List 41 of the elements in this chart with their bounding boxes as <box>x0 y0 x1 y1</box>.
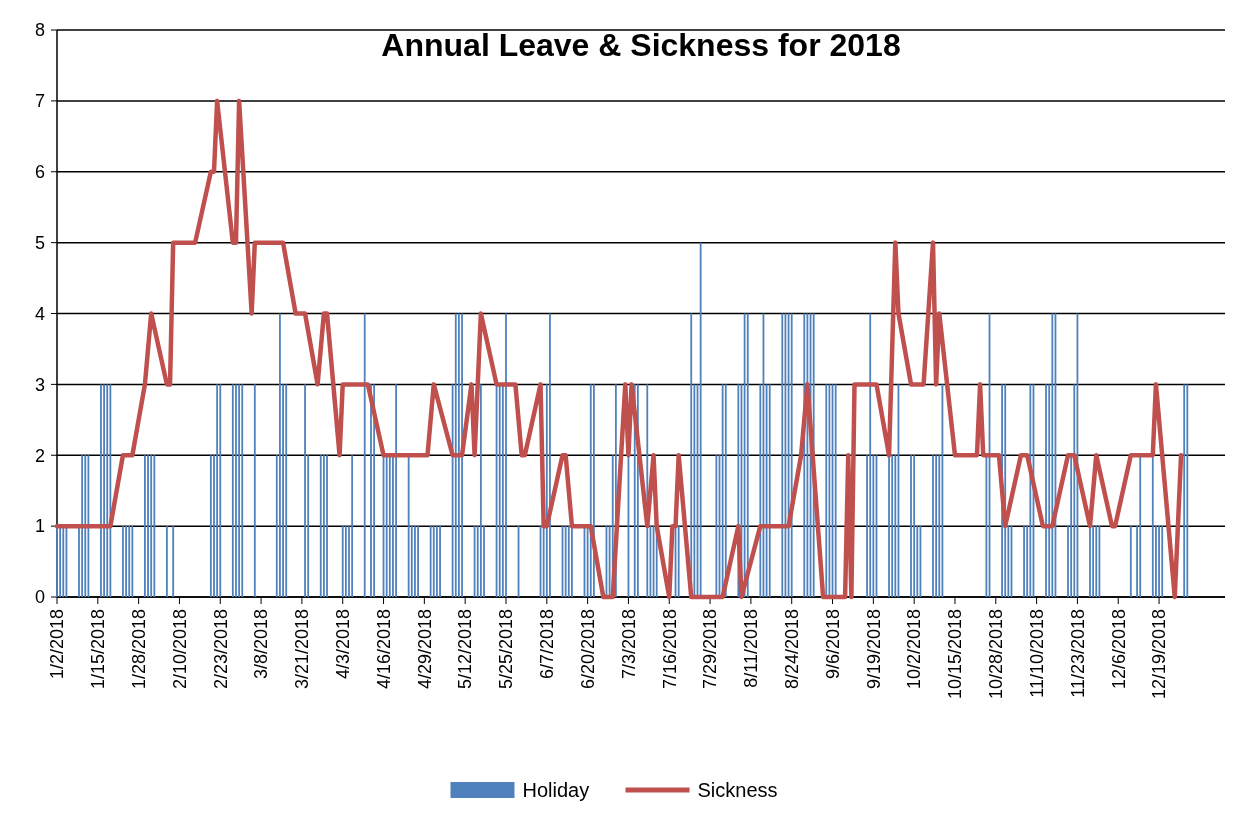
legend-label: Holiday <box>522 779 590 801</box>
y-tick-label: 2 <box>34 445 45 466</box>
line-series <box>54 98 1184 600</box>
x-tick-label: 10/28/2018 <box>986 609 1007 700</box>
x-tick-label: 7/3/2018 <box>618 609 639 680</box>
x-tick-label: 5/25/2018 <box>496 609 517 690</box>
x-tick-label: 7/29/2018 <box>700 609 721 690</box>
x-tick-label: 10/2/2018 <box>904 609 925 690</box>
x-tick-label: 9/19/2018 <box>863 609 884 690</box>
y-tick-label: 7 <box>34 91 45 112</box>
x-tick-label: 10/15/2018 <box>945 609 966 700</box>
y-tick-label: 6 <box>34 162 45 183</box>
x-tick-label: 8/24/2018 <box>782 609 803 690</box>
x-tick-label: 4/29/2018 <box>414 609 435 690</box>
x-tick-label: 6/7/2018 <box>537 609 558 680</box>
x-tick-label: 1/15/2018 <box>88 609 109 690</box>
y-tick-label: 8 <box>34 20 45 41</box>
x-tick-label: 1/28/2018 <box>128 609 149 690</box>
y-tick-label: 5 <box>34 232 45 253</box>
x-tick-label: 5/12/2018 <box>455 609 476 690</box>
x-tick-label: 11/23/2018 <box>1067 609 1088 698</box>
chart-title: Annual Leave & Sickness for 2018 <box>381 27 901 63</box>
y-tick-label: 4 <box>34 303 45 324</box>
x-tick-label: 7/16/2018 <box>659 609 680 690</box>
x-tick-label: 2/23/2018 <box>210 609 231 690</box>
x-tick-label: 2/10/2018 <box>169 609 190 690</box>
x-tick-label: 4/3/2018 <box>333 609 354 680</box>
legend-label: Sickness <box>697 779 778 801</box>
y-tick-label: 3 <box>34 374 45 395</box>
x-tick-label: 12/19/2018 <box>1149 609 1170 700</box>
y-tick-label: 1 <box>34 516 45 537</box>
x-tick-label: 12/6/2018 <box>1108 609 1129 690</box>
x-tick-label: 6/20/2018 <box>577 609 598 690</box>
x-tick-label: 1/2/2018 <box>47 609 68 680</box>
y-tick-label: 0 <box>34 587 45 608</box>
x-tick-label: 3/21/2018 <box>292 609 313 690</box>
x-tick-label: 9/6/2018 <box>822 609 843 680</box>
x-tick-label: 3/8/2018 <box>251 609 272 680</box>
x-tick-label: 4/16/2018 <box>373 609 394 690</box>
x-tick-label: 8/11/2018 <box>741 609 762 688</box>
x-tick-label: 11/10/2018 <box>1026 609 1047 698</box>
